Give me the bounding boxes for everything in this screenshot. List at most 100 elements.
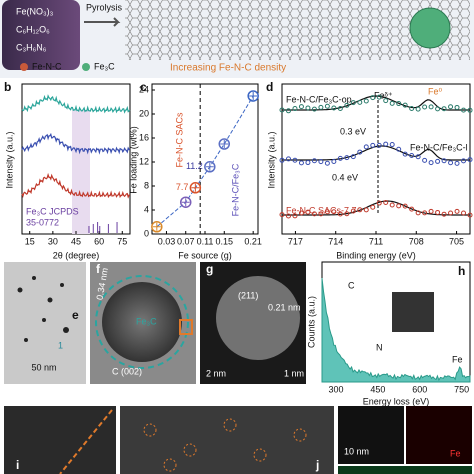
- data-point: [415, 154, 421, 160]
- data-point: [402, 102, 408, 108]
- spacing: 0.21 nm: [268, 302, 301, 312]
- data-point: [218, 138, 231, 150]
- peak: Feᵟ⁺: [374, 90, 393, 100]
- plane: (211): [238, 290, 258, 300]
- point-cross: [249, 92, 258, 100]
- x-label: 2θ (degree): [53, 250, 100, 260]
- data-point: [376, 200, 382, 206]
- point-cross: [191, 183, 200, 192]
- data-point: [409, 105, 415, 111]
- atom-circles: [143, 418, 307, 472]
- data-point: [448, 210, 454, 216]
- sample: Fe-N-C/Fe₃C-l: [410, 142, 468, 152]
- panel-label: f: [96, 262, 101, 276]
- data-point: [305, 209, 311, 215]
- spectrum: [321, 277, 471, 383]
- guide: [59, 409, 113, 474]
- x-tick-label: 711: [369, 236, 383, 246]
- scale-bar: 50 nm: [31, 362, 56, 372]
- data-point: [435, 158, 441, 164]
- scale-bar: 2 nm: [206, 368, 226, 378]
- precursor: Fe(NO₃)₃: [16, 6, 54, 16]
- fe3c-particle: [409, 7, 451, 49]
- spectrum: [21, 132, 130, 155]
- panel-label: g: [206, 262, 213, 276]
- data-label: 7.7: [176, 182, 189, 192]
- shift: 0.4 eV: [332, 172, 358, 182]
- legend: Fe₃C: [94, 61, 115, 71]
- data-point: [441, 106, 447, 112]
- data-point: [415, 106, 421, 112]
- x-tick-label: 600: [412, 384, 427, 394]
- data-point: [383, 200, 389, 206]
- data-point: [441, 158, 447, 164]
- data-point: [350, 100, 356, 106]
- edge: C: [348, 280, 355, 290]
- precursor: C₃H₆N₆: [16, 42, 47, 52]
- data-point: [396, 101, 402, 107]
- legend-dot: [20, 63, 28, 71]
- reference: 35-0772: [26, 217, 59, 227]
- x-tick-label: 0.15: [216, 236, 234, 246]
- data-point: [461, 158, 467, 164]
- precursor: C₆H₁₂O₆: [16, 24, 50, 34]
- y-tick-label: 12: [139, 156, 149, 166]
- data-point: [357, 207, 363, 213]
- data-point: [422, 157, 428, 163]
- data-point: [428, 160, 434, 166]
- data-point: [337, 105, 343, 111]
- data-point: [292, 106, 298, 112]
- y-tick-label: 8: [144, 180, 149, 190]
- data-point: [350, 208, 356, 214]
- data-point: [292, 213, 298, 219]
- data-point: [311, 106, 317, 112]
- region-mark: 1: [58, 340, 63, 350]
- edge: Fe: [452, 354, 463, 364]
- data-point: [189, 182, 202, 194]
- data-point: [285, 156, 291, 162]
- data-point: [376, 142, 382, 148]
- legend: Fe-N-C: [32, 61, 62, 71]
- data-point: [324, 103, 330, 109]
- data-point: [204, 161, 216, 173]
- data-point: [179, 196, 192, 208]
- y-label: Intensity (a.u.): [266, 131, 276, 188]
- data-point: [247, 90, 259, 102]
- y-tick-label: 4: [144, 204, 149, 214]
- inset: [392, 292, 434, 332]
- annotation: Fe-N-C/Fe₃C: [230, 163, 240, 216]
- data-point: [298, 104, 304, 110]
- panel-label: e: [72, 308, 79, 322]
- data-point: [337, 211, 343, 217]
- data-point: [318, 159, 324, 165]
- x-tick-label: 717: [288, 236, 303, 246]
- data-label: 11.2: [186, 161, 203, 171]
- arrow-label: Pyrolysis: [86, 2, 123, 12]
- sample: Fe-N-C SACs-7.7: [286, 205, 357, 215]
- data-point: [285, 108, 291, 114]
- spectrum: [282, 145, 470, 161]
- data-point: [454, 160, 460, 166]
- data-point: [298, 160, 304, 166]
- data-point: [292, 157, 298, 163]
- element: Fe: [450, 448, 461, 458]
- data-point: [324, 160, 330, 166]
- data-point: [370, 142, 376, 148]
- edge: N: [376, 342, 383, 352]
- panel-label: b: [4, 80, 11, 94]
- haadf-image: [120, 406, 334, 474]
- data-point: [357, 149, 363, 155]
- point-cross: [181, 198, 190, 207]
- haadf-image: [4, 406, 116, 474]
- x-tick-label: 0.07: [177, 236, 195, 246]
- x-tick-label: 30: [48, 236, 58, 246]
- panel-label: i: [16, 458, 19, 472]
- scale-bar: 10 nm: [344, 446, 369, 456]
- data-point: [467, 107, 473, 113]
- data-point: [298, 210, 304, 216]
- data-point: [331, 105, 337, 111]
- data-point: [350, 154, 356, 160]
- data-point: [285, 213, 291, 219]
- data-point: [337, 155, 343, 161]
- data-point: [370, 204, 376, 210]
